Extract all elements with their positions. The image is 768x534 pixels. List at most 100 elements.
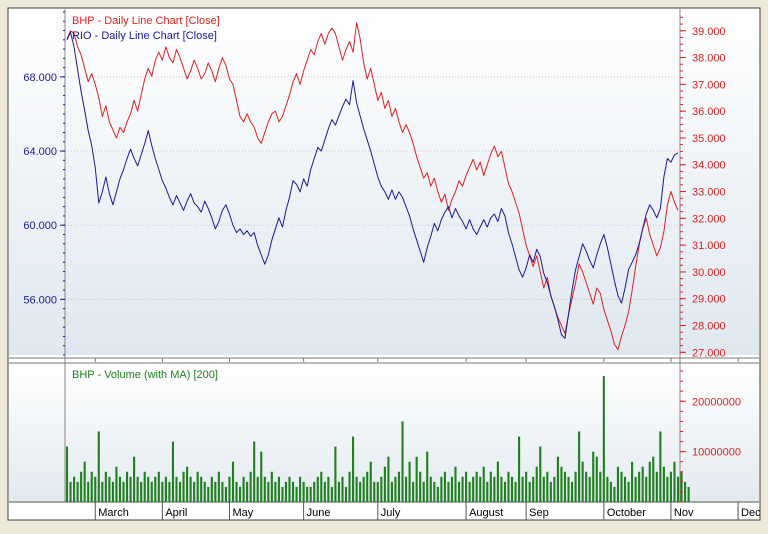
volume-bar (560, 466, 563, 502)
volume-bar (429, 476, 432, 502)
volume-bar (281, 486, 284, 502)
volume-bar (122, 481, 125, 502)
volume-bar (599, 471, 602, 502)
volume-bar (164, 476, 167, 502)
volume-bar (246, 481, 249, 502)
volume-bar (108, 476, 111, 502)
left-tick-label: 60.000 (23, 220, 57, 232)
volume-bar (359, 481, 362, 502)
volume-bar (306, 486, 309, 502)
volume-bar (87, 481, 90, 502)
price-panel-background (9, 9, 759, 355)
x-tick-label: August (469, 507, 503, 519)
right-tick-label: 39.000 (692, 26, 726, 38)
volume-bar (588, 476, 591, 502)
x-tick-label: March (98, 507, 129, 519)
volume-bar (397, 471, 401, 502)
left-tick-label: 68.000 (23, 72, 57, 84)
volume-bar (228, 476, 231, 502)
volume-bar (214, 481, 217, 502)
volume-bar (376, 481, 379, 502)
volume-bar (542, 476, 545, 502)
volume-bar (313, 481, 316, 502)
volume-bar (291, 481, 295, 502)
volume-bar (316, 476, 319, 502)
volume-bar (507, 471, 510, 502)
volume-bar (267, 481, 270, 502)
volume-bar (500, 476, 503, 502)
volume-bar (581, 461, 584, 502)
x-tick-label: October (607, 507, 646, 519)
volume-bar (673, 461, 676, 502)
volume-bar (274, 481, 277, 502)
volume-bar (479, 476, 482, 502)
right-tick-label: 33.000 (692, 187, 726, 199)
volume-bar (189, 476, 192, 502)
volume-bar (415, 456, 418, 502)
x-tick-label: Dec (741, 507, 761, 519)
volume-bar (196, 471, 199, 502)
volume-bar (182, 471, 185, 502)
volume-bar (270, 471, 273, 502)
volume-bar (157, 471, 160, 502)
volume-bar (147, 476, 150, 502)
volume-bar (80, 471, 83, 502)
volume-bar (401, 421, 404, 502)
volume-bar (341, 476, 344, 502)
right-tick-label: 37.000 (692, 79, 726, 91)
volume-bar (623, 476, 627, 502)
volume-bar (514, 481, 517, 502)
volume-bar (433, 481, 436, 502)
volume-bar (539, 446, 542, 502)
volume-bar (666, 476, 669, 502)
volume-bar (405, 476, 408, 502)
volume-bar (521, 476, 524, 502)
volume-bar (609, 481, 612, 502)
volume-bar (143, 471, 146, 502)
volume-bar (320, 471, 323, 502)
volume-bar (231, 461, 235, 502)
volume-bar (362, 476, 365, 502)
volume-bar (556, 456, 559, 502)
volume-bar (570, 481, 574, 502)
volume-bar (327, 476, 330, 502)
bhp-series-line (66, 22, 679, 351)
right-tick-label: 35.000 (692, 133, 726, 145)
volume-bar (154, 476, 157, 502)
volume-bar (260, 451, 263, 502)
x-tick-label: June (307, 507, 331, 519)
volume-bar (631, 461, 634, 502)
volume-bar (535, 466, 538, 502)
volume-bar (299, 476, 302, 502)
volume-bar (422, 481, 425, 502)
volume-bar (210, 476, 213, 502)
volume-bar (355, 476, 358, 502)
volume-bar (408, 461, 411, 502)
volume-bar (284, 481, 288, 502)
volume-bar (366, 471, 369, 502)
volume-bar (482, 466, 485, 502)
volume-bar (344, 486, 348, 502)
volume-bar (207, 486, 210, 502)
volume-bar (383, 466, 386, 502)
x-tick-label: May (232, 507, 253, 519)
volume-bar (412, 481, 415, 502)
volume-bar (655, 471, 658, 502)
volume-bar (563, 471, 567, 502)
volume-bar (687, 486, 690, 502)
right-tick-label: 30.000 (692, 267, 726, 279)
volume-bar (493, 476, 496, 502)
volume-bar (73, 476, 76, 502)
volume-bar (394, 476, 397, 502)
volume-bar (115, 466, 118, 502)
volume-bar (348, 471, 351, 502)
volume-bar (450, 476, 454, 502)
volume-bar (616, 466, 620, 502)
right-tick-label: 28.000 (692, 321, 726, 333)
volume-bar (680, 471, 683, 502)
volume-bar (648, 461, 651, 502)
x-tick-label: Sep (529, 507, 549, 519)
volume-bar (263, 476, 266, 502)
volume-bar (440, 476, 443, 502)
volume-bar (627, 481, 630, 502)
